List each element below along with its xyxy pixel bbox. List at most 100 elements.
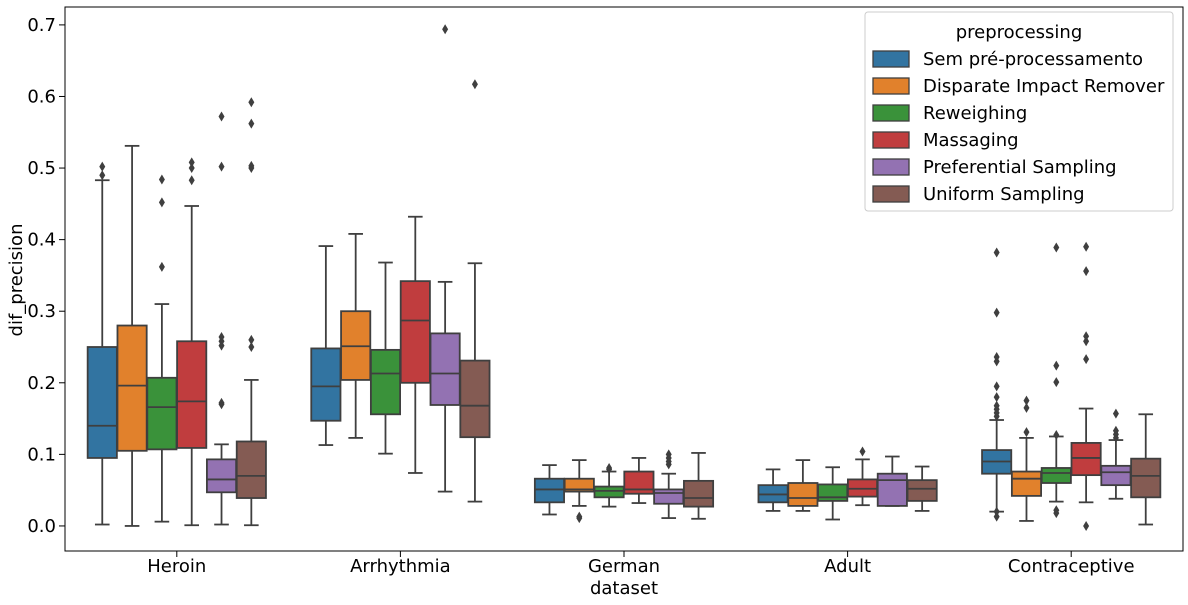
y-axis-label: dif_precision (6, 224, 27, 337)
outlier-point (158, 261, 165, 272)
x-axis-label: dataset (590, 578, 658, 599)
box-iqr (876, 472, 908, 507)
box-iqr (1130, 457, 1162, 499)
y-tick-label: 0.1 (27, 444, 56, 465)
legend-swatch (872, 185, 910, 203)
outlier-point (188, 163, 195, 174)
outlier-point (1053, 242, 1060, 253)
box-iqr (146, 376, 178, 451)
box-iqr (235, 440, 267, 499)
box-german-0 (533, 464, 565, 516)
outlier-point (1083, 336, 1090, 347)
y-axis: 0.0 0.1 0.2 0.3 0.4 0.5 0.6 0.7 (27, 15, 65, 537)
box-iqr (310, 347, 342, 422)
y-tick-label: 0.0 (27, 516, 56, 537)
x-tick-label-contraceptive: Contraceptive (1008, 556, 1135, 577)
box-iqr (653, 488, 685, 505)
outlier-point (606, 462, 613, 473)
outlier-point (158, 197, 165, 208)
outlier-point (1083, 354, 1090, 365)
y-tick-label: 0.7 (27, 15, 56, 36)
outlier-point (188, 157, 195, 168)
outlier-point (993, 352, 1000, 363)
outlier-point (248, 160, 255, 171)
box-iqr (459, 359, 491, 439)
y-tick-label: 0.4 (27, 230, 56, 251)
outlier-point (218, 397, 225, 408)
box-iqr (593, 485, 625, 499)
legend-swatch (872, 158, 910, 176)
outlier-point (99, 170, 106, 181)
y-tick-label: 0.5 (27, 158, 56, 179)
outlier-point (1023, 427, 1030, 438)
box-iqr (787, 482, 819, 507)
box-iqr (86, 346, 118, 459)
box-adult-1 (787, 459, 819, 512)
legend-swatch (872, 131, 910, 149)
x-axis: Heroin Arrhythmia German Adult Contraceptive (147, 551, 1135, 577)
box-iqr (176, 340, 208, 449)
legend: preprocessing Sem pré-processamento Dispa… (864, 11, 1174, 212)
box-contraceptive-0 (981, 247, 1013, 522)
box-iqr (683, 479, 715, 508)
outlier-point (993, 400, 1000, 411)
plot-area (86, 24, 1162, 531)
box-arrhythmia-5 (459, 79, 491, 503)
outlier-point (1023, 395, 1030, 406)
box-arrhythmia-4 (429, 24, 461, 493)
outlier-point (859, 446, 866, 457)
outlier-point (1023, 402, 1030, 413)
outlier-point (993, 392, 1000, 403)
outlier-point (1112, 425, 1119, 436)
box-contraceptive-3 (1070, 241, 1102, 531)
box-contraceptive-1 (1010, 395, 1042, 522)
box-heroin-2 (146, 174, 178, 523)
box-arrhythmia-1 (340, 233, 372, 439)
outlier-point (1083, 331, 1090, 342)
x-tick-label-heroin: Heroin (147, 556, 206, 577)
outlier-point (1053, 360, 1060, 371)
outlier-point (158, 174, 165, 185)
outlier-point (993, 506, 1000, 517)
x-tick-label-arrhythmia: Arrhythmia (350, 556, 451, 577)
legend-entry-label: Uniform Sampling (923, 184, 1085, 205)
box-arrhythmia-3 (399, 215, 431, 474)
outlier-point (218, 331, 225, 342)
box-iqr (1040, 467, 1072, 484)
x-tick-label-german: German (588, 556, 660, 577)
box-iqr (399, 280, 431, 384)
outlier-point (1083, 241, 1090, 252)
box-adult-3 (846, 446, 879, 507)
box-iqr (369, 348, 402, 416)
box-iqr (1070, 442, 1102, 477)
box-german-4 (653, 449, 685, 519)
x-tick-label-adult: Adult (824, 556, 871, 577)
outlier-point (188, 175, 195, 186)
box-german-5 (683, 452, 715, 520)
legend-title: preprocessing (956, 22, 1083, 43)
legend-frame (864, 11, 1174, 212)
box-iqr (429, 332, 461, 406)
legend-entry-label: Disparate Impact Remover (923, 76, 1165, 97)
box-arrhythmia-2 (369, 261, 402, 455)
outlier-point (1083, 520, 1090, 531)
outlier-point (993, 307, 1000, 318)
outlier-point (248, 97, 255, 108)
outlier-point (99, 161, 106, 172)
box-iqr (1100, 464, 1132, 487)
outlier-point (1053, 430, 1060, 441)
outlier-point (1112, 408, 1119, 419)
outlier-point (576, 511, 583, 522)
legend-entry-label: Sem pré-processamento (923, 49, 1143, 70)
box-iqr (206, 458, 238, 494)
box-iqr (906, 479, 938, 502)
outlier-point (248, 334, 255, 345)
outlier-point (248, 118, 255, 129)
outlier-point (442, 24, 449, 35)
outlier-point (665, 449, 672, 460)
legend-swatch (872, 104, 910, 122)
legend-entry-label: Massaging (923, 130, 1019, 151)
legend-swatch (872, 77, 910, 95)
outlier-point (993, 511, 1000, 522)
